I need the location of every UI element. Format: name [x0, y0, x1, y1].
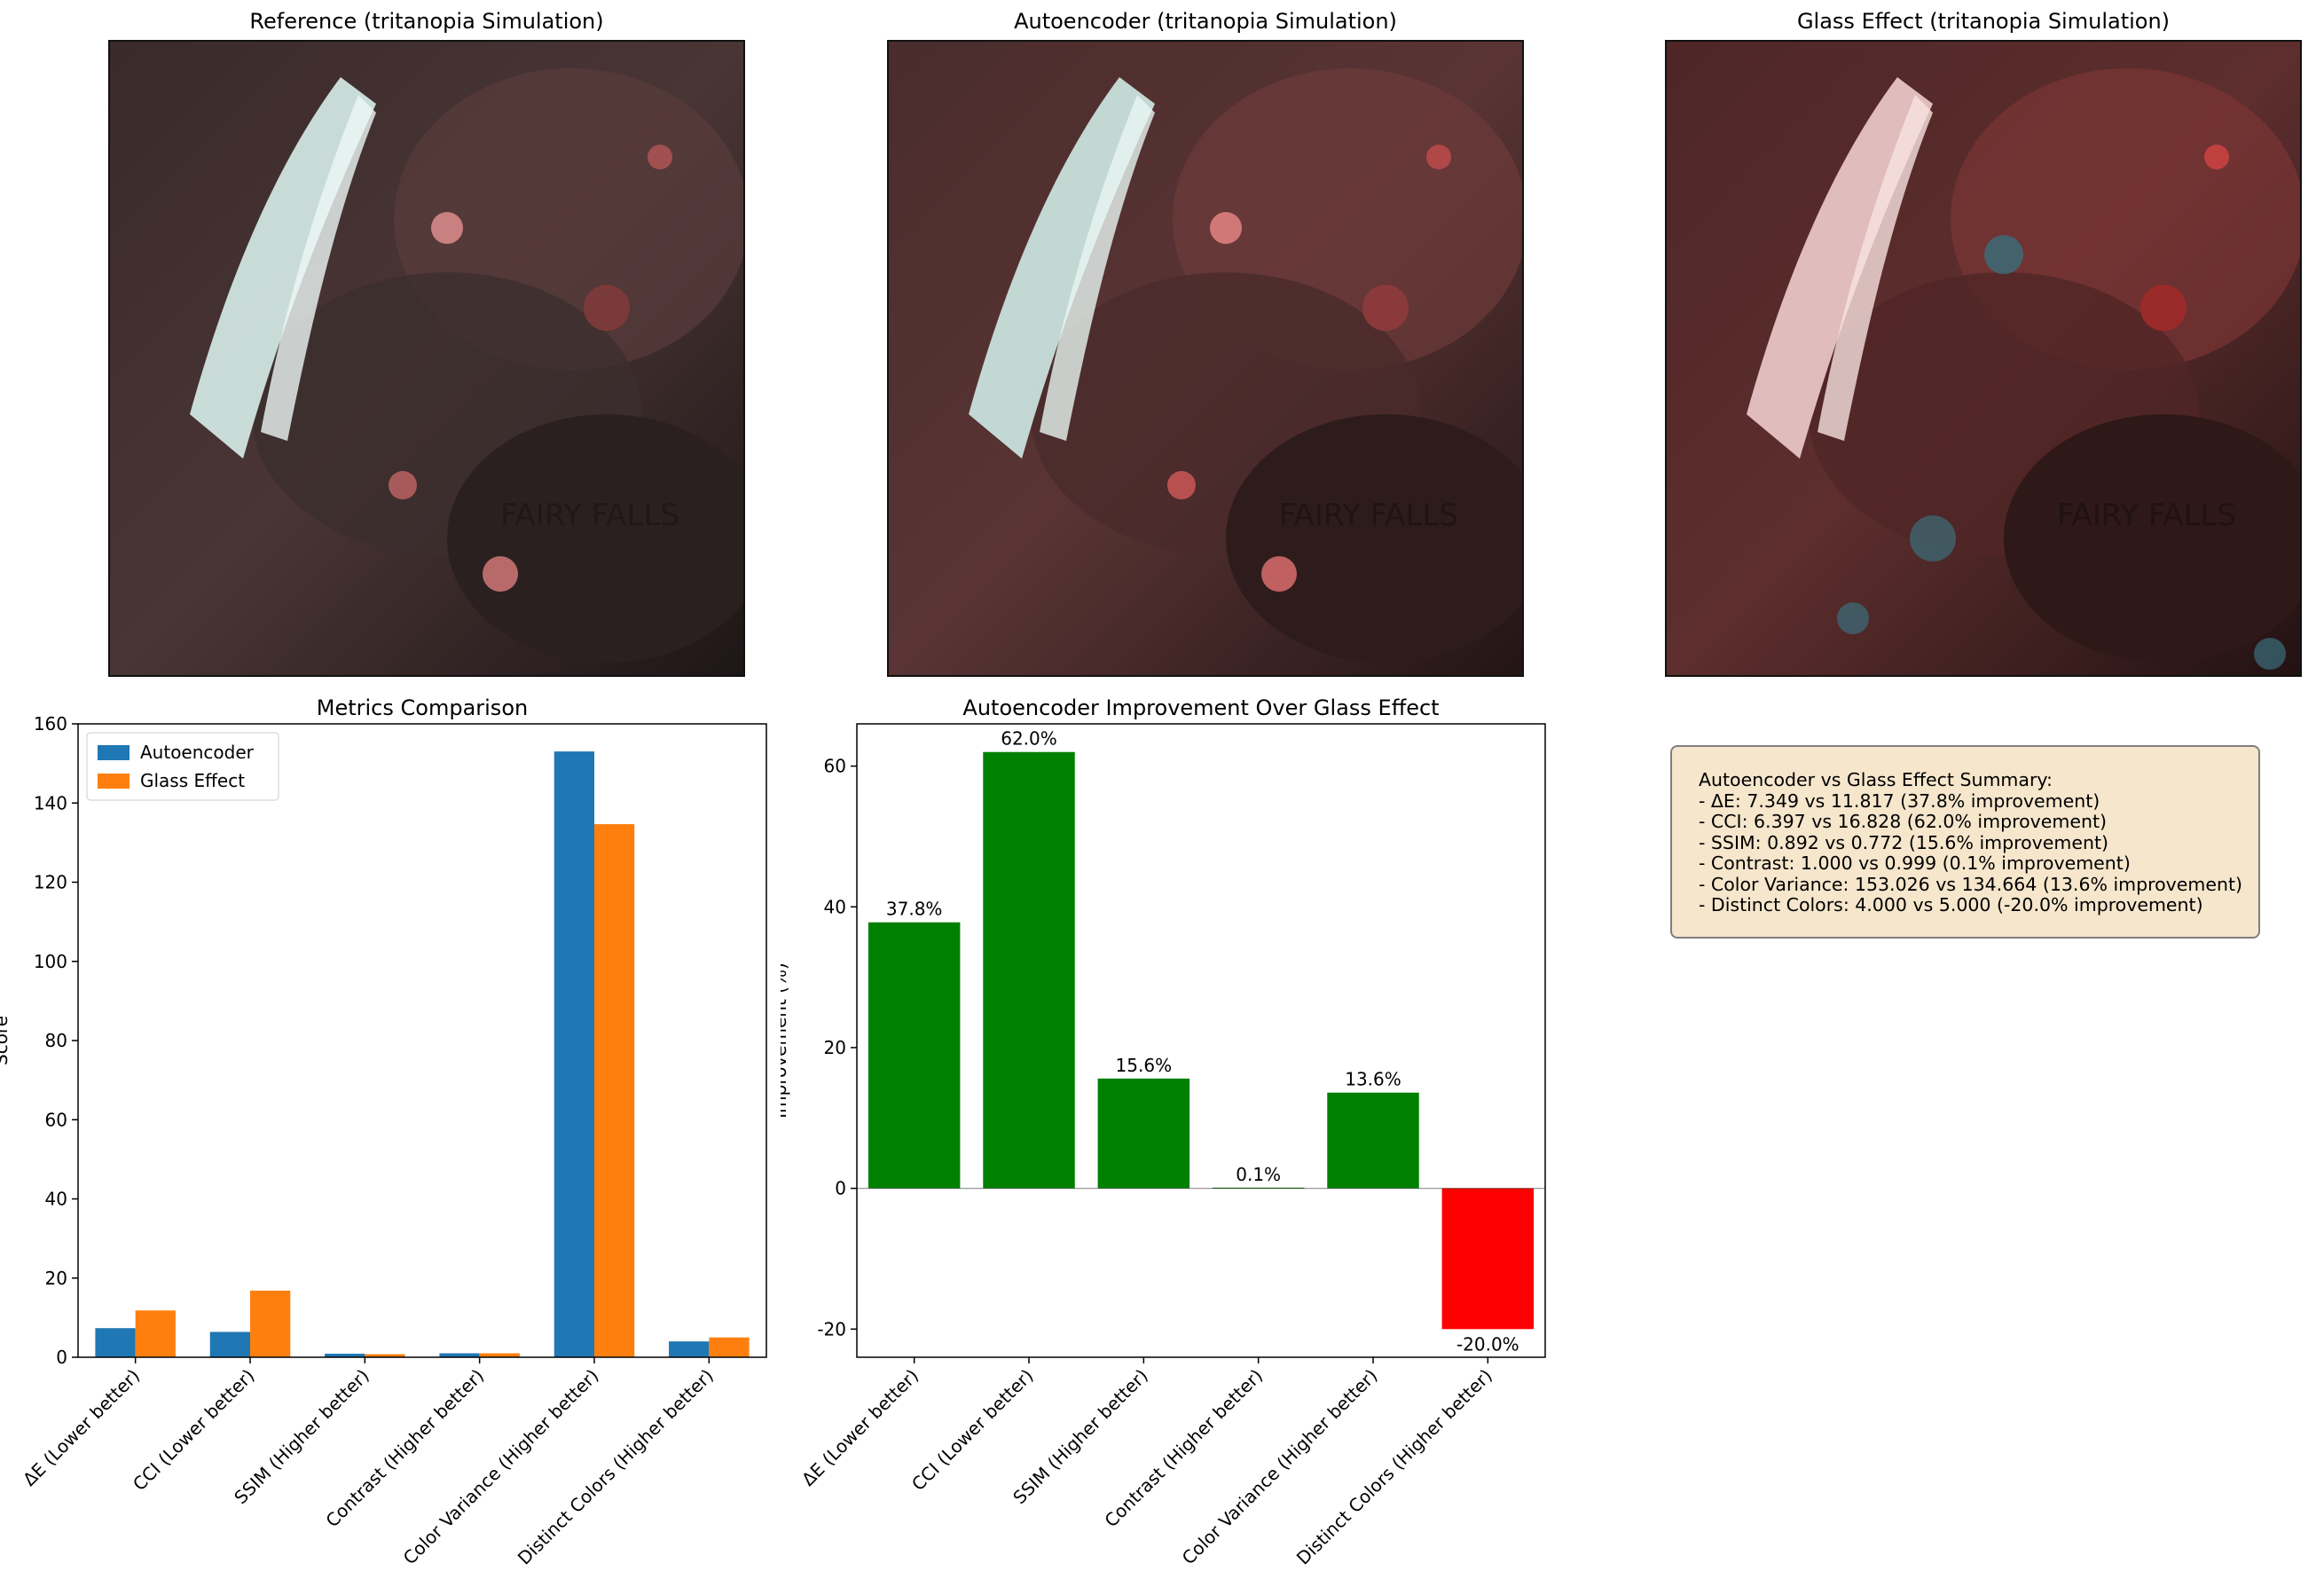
y-tick-label: 120 [34, 872, 67, 893]
glass-title: Glass Effect (tritanopia Simulation) [1796, 9, 2171, 34]
glass-effect-bar [365, 1354, 405, 1357]
x-tick-label: Color Variance (Higher better) [1178, 1365, 1382, 1569]
glass-effect-bar [479, 1353, 520, 1357]
bar-value-label: 0.1% [1236, 1164, 1281, 1185]
y-tick-label: 20 [45, 1268, 67, 1289]
summary-box: Autoencoder vs Glass Effect Summary: - Δ… [1670, 745, 2260, 939]
glass-waterfall-picture: FAIRY FALLS [1667, 42, 2300, 675]
x-tick-label: ΔE (Lower better) [19, 1365, 144, 1490]
glass-image: FAIRY FALLS [1665, 40, 2302, 677]
y-tick-label: -20 [817, 1318, 846, 1340]
y-tick-label: 60 [45, 1109, 67, 1130]
autoencoder-waterfall-picture: FAIRY FALLS [889, 42, 1522, 675]
carved-sign-text: FAIRY FALLS [500, 498, 679, 533]
glass-effect-bar [250, 1290, 291, 1357]
autoencoder-bar [95, 1328, 136, 1357]
bar-value-label: -20.0% [1456, 1333, 1519, 1355]
bar-value-label: 37.8% [886, 899, 943, 920]
x-tick-label: Distinct Colors (Higher better) [1292, 1365, 1496, 1569]
reference-waterfall-picture: FAIRY FALLS [110, 42, 743, 675]
bar-value-label: 15.6% [1116, 1055, 1173, 1076]
x-tick-label: CCI (Lower better) [907, 1365, 1038, 1496]
x-tick-label: CCI (Lower better) [129, 1365, 259, 1496]
improvement-bar [868, 922, 961, 1189]
legend-swatch [98, 745, 130, 760]
autoencoder-title: Autoencoder (tritanopia Simulation) [1014, 9, 1397, 34]
glass-effect-bar [594, 824, 635, 1357]
carved-sign-text: FAIRY FALLS [2057, 498, 2236, 533]
plot-frame [856, 723, 1546, 1358]
autoencoder-image: FAIRY FALLS [887, 40, 1524, 677]
summary-line-cci: - CCI: 6.397 vs 16.828 (62.0% improvemen… [1699, 811, 2107, 832]
metrics-comparison-chart: Metrics Comparison 0 20 40 60 80 100 120 140 160 S… [0, 695, 767, 1569]
autoencoder-bar [325, 1354, 365, 1357]
x-tick-label: Color Variance (Higher better) [399, 1365, 603, 1569]
y-tick-label: 60 [824, 756, 846, 777]
summary-line-contrast: - Contrast: 1.000 vs 0.999 (0.1% improve… [1699, 852, 2131, 874]
y-tick-label: 140 [34, 792, 67, 813]
improvement-bar [983, 751, 1075, 1189]
bar-value-label: 13.6% [1345, 1069, 1401, 1090]
glass-effect-bar [709, 1337, 750, 1357]
improvement-bar [1097, 1078, 1190, 1189]
summary-line-delta-e: - ΔE: 7.349 vs 11.817 (37.8% improvement… [1699, 790, 2100, 812]
summary-heading: Autoencoder vs Glass Effect Summary: [1699, 769, 2053, 790]
autoencoder-bar [439, 1353, 480, 1357]
chart-title: Metrics Comparison [317, 695, 528, 720]
y-tick-label: 20 [824, 1037, 846, 1058]
autoencoder-bar [669, 1341, 710, 1357]
summary-line-ssim: - SSIM: 0.892 vs 0.772 (15.6% improvemen… [1699, 831, 2109, 853]
y-tick-label: 100 [34, 951, 67, 972]
bar-value-label: 62.0% [1001, 728, 1057, 750]
autoencoder-bar [209, 1332, 250, 1357]
summary-line-color-variance: - Color Variance: 153.026 vs 134.664 (13… [1699, 873, 2243, 895]
y-axis-label: Improvement (%) [781, 962, 790, 1119]
y-axis-label: Score [0, 1016, 12, 1065]
summary-line-distinct-colors: - Distinct Colors: 4.000 vs 5.000 (-20.0… [1699, 894, 2203, 915]
legend-box [86, 732, 279, 801]
glass-effect-bar [135, 1310, 176, 1357]
autoencoder-bar [554, 751, 594, 1357]
legend-swatch [98, 774, 130, 789]
legend-label: Glass Effect [140, 770, 245, 791]
legend: Autoencoder Glass Effect [86, 732, 279, 801]
y-tick-label: 0 [56, 1347, 67, 1368]
reference-title: Reference (tritanopia Simulation) [249, 9, 604, 34]
y-tick-label: 160 [34, 713, 67, 735]
x-tick-label: ΔE (Lower better) [797, 1365, 923, 1490]
carved-sign-text: FAIRY FALLS [1279, 498, 1458, 533]
y-tick-label: 40 [45, 1189, 67, 1210]
reference-image: FAIRY FALLS [108, 40, 745, 677]
x-tick-label: Distinct Colors (Higher better) [514, 1365, 718, 1569]
y-tick-label: 40 [824, 896, 846, 917]
regression-bar [1441, 1188, 1535, 1330]
plot-frame [77, 723, 767, 1358]
chart-title: Autoencoder Improvement Over Glass Effec… [962, 695, 1439, 720]
legend-label: Autoencoder [140, 742, 255, 763]
improvement-chart: Autoencoder Improvement Over Glass Effec… [781, 695, 1546, 1569]
improvement-bar [1212, 1187, 1305, 1189]
y-tick-label: 0 [835, 1178, 846, 1199]
y-tick-label: 80 [45, 1030, 67, 1051]
improvement-bar [1327, 1092, 1419, 1189]
